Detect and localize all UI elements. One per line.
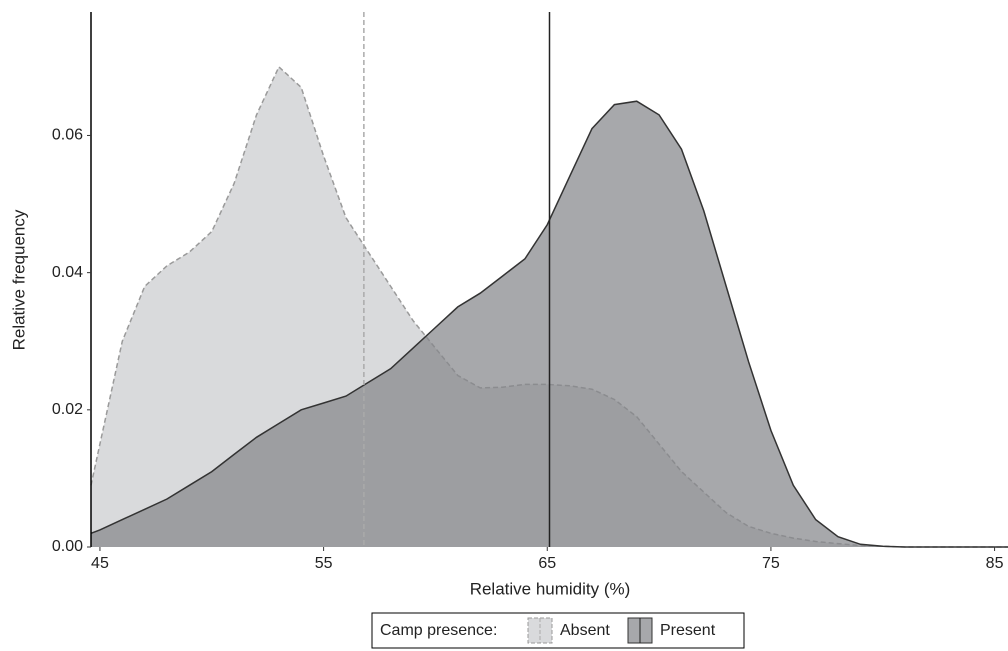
y-axis-title: Relative frequency	[9, 209, 28, 350]
x-tick-label: 45	[91, 555, 109, 572]
x-tick-label: 85	[986, 555, 1004, 572]
legend-title: Camp presence:	[380, 622, 497, 639]
x-tick-label: 55	[315, 555, 333, 572]
density-line	[90, 100, 1008, 548]
legend-label: Absent	[560, 622, 610, 639]
y-tick-label: 0.06	[52, 127, 83, 144]
x-axis-title: Relative humidity (%)	[470, 579, 631, 598]
x-tick-label: 75	[762, 555, 780, 572]
legend-label: Present	[660, 622, 716, 639]
y-tick-label: 0.00	[52, 538, 83, 555]
x-tick-label: 65	[538, 555, 556, 572]
y-tick-label: 0.02	[52, 401, 83, 418]
legend-box	[371, 612, 745, 649]
y-tick-label: 0.04	[52, 264, 83, 281]
legend: Camp presence: Absent Present	[371, 612, 745, 649]
